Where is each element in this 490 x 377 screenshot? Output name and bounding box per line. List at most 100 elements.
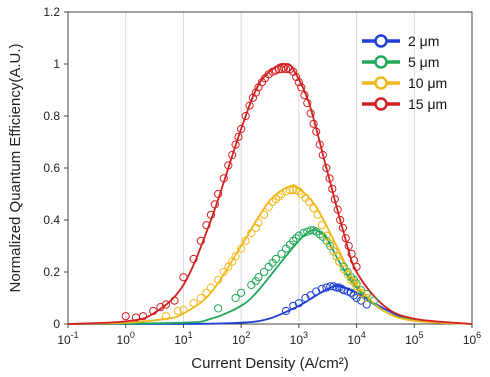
data-point-3 bbox=[294, 78, 303, 87]
data-point-3 bbox=[210, 200, 219, 209]
data-point-3 bbox=[206, 210, 216, 219]
data-point-2 bbox=[189, 299, 198, 308]
data-point-1 bbox=[306, 226, 315, 235]
data-point-3 bbox=[237, 124, 246, 134]
legend-marker-3 bbox=[374, 97, 388, 111]
data-point-2 bbox=[161, 312, 171, 321]
data-point-3 bbox=[344, 241, 353, 251]
data-point-2 bbox=[294, 187, 303, 196]
x-axis-ticks: 10-1 100 101 102 103 104 105 106 bbox=[57, 324, 481, 347]
data-point-0 bbox=[306, 291, 315, 300]
data-point-3 bbox=[352, 262, 361, 271]
data-point-3 bbox=[214, 189, 223, 199]
x-tick-label: 100 bbox=[117, 330, 135, 347]
data-point-2 bbox=[332, 252, 341, 261]
data-point-2 bbox=[326, 239, 335, 248]
data-point-3 bbox=[245, 101, 254, 110]
data-point-2 bbox=[231, 252, 240, 261]
x-axis-title: Current Density (A/cm²) bbox=[191, 355, 349, 372]
data-point-0 bbox=[317, 284, 326, 293]
data-point-2 bbox=[241, 236, 250, 245]
data-point-3 bbox=[315, 140, 324, 149]
data-point-1 bbox=[271, 254, 280, 264]
data-point-3 bbox=[306, 109, 315, 118]
data-point-0 bbox=[352, 293, 361, 303]
data-point-2 bbox=[277, 189, 286, 199]
data-point-2 bbox=[289, 186, 298, 195]
data-point-0 bbox=[349, 291, 359, 300]
data-point-2 bbox=[285, 186, 295, 195]
data-point-3 bbox=[325, 174, 334, 183]
data-point-3 bbox=[138, 312, 148, 321]
data-point-2 bbox=[357, 288, 366, 297]
y-axis-title: Normalized Quantum Efficiency(A.U.) bbox=[7, 44, 24, 293]
data-point-3 bbox=[333, 205, 342, 214]
data-point-3 bbox=[179, 273, 188, 282]
data-point-3 bbox=[161, 300, 171, 309]
data-point-0 bbox=[339, 286, 348, 295]
data-point-0 bbox=[346, 288, 356, 297]
data-point-2 bbox=[362, 293, 371, 303]
data-point-0 bbox=[332, 283, 341, 292]
data-point-3 bbox=[292, 72, 301, 82]
data-point-0 bbox=[301, 293, 310, 303]
data-point-2 bbox=[179, 305, 188, 314]
data-point-1 bbox=[254, 273, 263, 282]
x-tick-label: 104 bbox=[347, 330, 365, 347]
data-point-2 bbox=[173, 306, 182, 316]
x-tick-label: 103 bbox=[290, 330, 308, 347]
legend-marker-2 bbox=[374, 76, 388, 90]
data-point-3 bbox=[241, 111, 250, 121]
data-point-0 bbox=[294, 299, 303, 308]
data-point-3 bbox=[234, 132, 243, 141]
x-tick-label: 101 bbox=[174, 330, 192, 347]
y-tick-label: 1.2 bbox=[43, 5, 60, 19]
data-point-3 bbox=[121, 312, 130, 321]
y-tick-label: 0.6 bbox=[43, 161, 60, 175]
data-point-2 bbox=[251, 223, 260, 232]
y-tick-label: 1 bbox=[53, 57, 60, 71]
data-point-2 bbox=[335, 257, 344, 266]
data-point-3 bbox=[231, 140, 240, 149]
x-tick-label: 106 bbox=[463, 330, 481, 347]
data-point-1 bbox=[247, 280, 256, 290]
data-point-2 bbox=[196, 293, 205, 303]
y-tick-label: 0.4 bbox=[43, 213, 60, 227]
data-point-2 bbox=[260, 210, 269, 219]
data-point-1 bbox=[369, 296, 379, 305]
data-point-2 bbox=[224, 262, 233, 271]
data-point-2 bbox=[309, 204, 318, 213]
legend-marker-0 bbox=[374, 34, 388, 48]
fit-curve-1 bbox=[67, 228, 473, 325]
data-point-3 bbox=[251, 88, 260, 97]
data-point-3 bbox=[341, 234, 350, 243]
data-point-0 bbox=[362, 300, 371, 309]
data-point-2 bbox=[237, 244, 246, 253]
data-point-1 bbox=[292, 234, 301, 243]
data-point-3 bbox=[336, 215, 345, 225]
data-point-3 bbox=[328, 184, 337, 193]
legend-label-3: 15 μm bbox=[408, 96, 447, 112]
data-point-2 bbox=[206, 283, 216, 292]
data-point-2 bbox=[346, 275, 356, 284]
data-point-3 bbox=[318, 150, 327, 160]
grid-lines bbox=[67, 12, 473, 324]
data-point-3 bbox=[338, 223, 348, 232]
data-point-1 bbox=[231, 293, 240, 303]
data-point-2 bbox=[317, 221, 326, 230]
x-tick-label: 10-1 bbox=[57, 330, 78, 347]
data-point-3 bbox=[297, 83, 306, 92]
data-point-3 bbox=[228, 150, 237, 160]
data-point-3 bbox=[189, 254, 198, 264]
data-point-3 bbox=[281, 65, 291, 74]
data-point-3 bbox=[170, 296, 179, 305]
data-point-3 bbox=[303, 98, 312, 108]
data-point-2 bbox=[219, 267, 228, 277]
data-point-2 bbox=[313, 210, 322, 219]
data-point-1 bbox=[294, 231, 303, 240]
data-point-0 bbox=[281, 306, 291, 316]
data-point-2 bbox=[247, 228, 256, 238]
data-point-3 bbox=[149, 306, 158, 316]
data-point-3 bbox=[322, 163, 331, 173]
